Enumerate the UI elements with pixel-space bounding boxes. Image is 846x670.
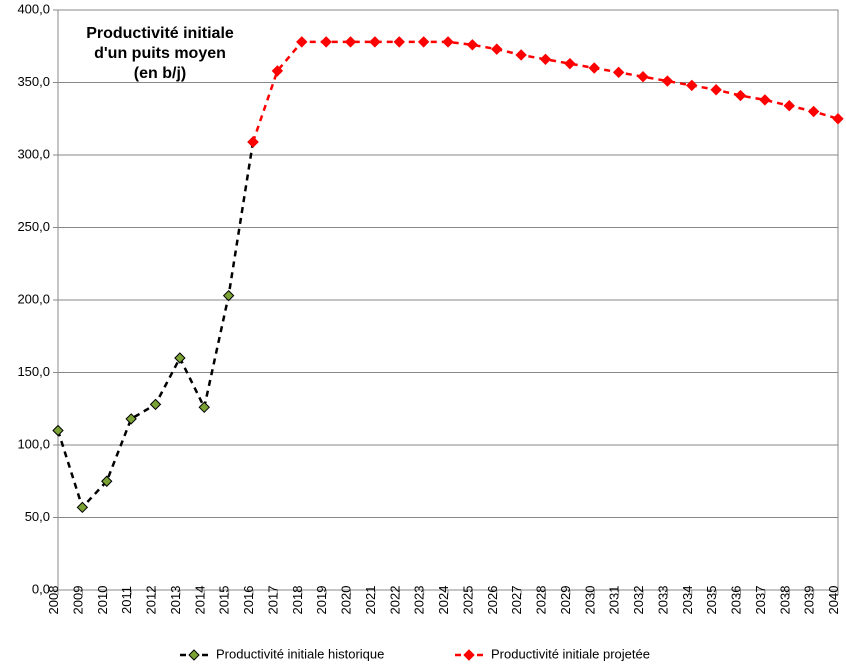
series-marker — [467, 40, 477, 50]
xtick-label: 2023 — [412, 586, 427, 615]
series-marker — [687, 80, 697, 90]
xtick-label: 2025 — [460, 586, 475, 615]
series-marker — [711, 85, 721, 95]
series-marker — [492, 44, 502, 54]
legend-swatch-marker — [464, 650, 474, 660]
xtick-label: 2009 — [70, 586, 85, 615]
xtick-label: 2014 — [192, 586, 207, 615]
productivity-chart: 0,050,0100,0150,0200,0250,0300,0350,0400… — [0, 0, 846, 670]
legend-label: Productivité initiale historique — [216, 646, 384, 661]
xtick-label: 2018 — [290, 586, 305, 615]
chart-title-line: Productivité initiale — [86, 25, 234, 42]
series-marker — [175, 353, 185, 363]
series-marker — [394, 37, 404, 47]
xtick-label: 2012 — [144, 586, 159, 615]
series-marker — [370, 37, 380, 47]
legend-label: Productivité initiale projetée — [491, 646, 650, 661]
series-marker — [589, 63, 599, 73]
xtick-label: 2028 — [534, 586, 549, 615]
xtick-label: 2021 — [363, 586, 378, 615]
series-marker — [53, 426, 63, 436]
series-marker — [516, 50, 526, 60]
xtick-label: 2033 — [655, 586, 670, 615]
chart-container: 0,050,0100,0150,0200,0250,0300,0350,0400… — [0, 0, 846, 670]
xtick-label: 2035 — [704, 586, 719, 615]
series-marker — [809, 107, 819, 117]
xtick-label: 2039 — [802, 586, 817, 615]
xtick-label: 2032 — [631, 586, 646, 615]
series-marker — [346, 37, 356, 47]
xtick-label: 2016 — [241, 586, 256, 615]
series-marker — [77, 502, 87, 512]
series-marker — [224, 291, 234, 301]
xtick-label: 2008 — [46, 586, 61, 615]
ytick-label: 350,0 — [17, 74, 50, 89]
xtick-label: 2031 — [607, 586, 622, 615]
series-marker — [565, 59, 575, 69]
ytick-label: 400,0 — [17, 1, 50, 16]
series-marker — [199, 402, 209, 412]
legend-swatch-marker — [189, 650, 199, 660]
ytick-label: 50,0 — [25, 509, 50, 524]
xtick-label: 2017 — [265, 586, 280, 615]
ytick-label: 150,0 — [17, 364, 50, 379]
chart-title-line: d'un puits moyen — [94, 45, 226, 62]
series-marker — [614, 67, 624, 77]
series-marker — [443, 37, 453, 47]
xtick-label: 2030 — [582, 586, 597, 615]
series-marker — [638, 72, 648, 82]
xtick-label: 2020 — [339, 586, 354, 615]
xtick-label: 2037 — [753, 586, 768, 615]
series-marker — [248, 137, 258, 147]
series-marker — [419, 37, 429, 47]
series-marker — [784, 101, 794, 111]
chart-title-line: (en b/j) — [134, 65, 186, 82]
xtick-label: 2029 — [558, 586, 573, 615]
ytick-label: 300,0 — [17, 146, 50, 161]
series-marker — [736, 91, 746, 101]
series-marker — [833, 114, 843, 124]
xtick-label: 2038 — [777, 586, 792, 615]
series-line — [58, 142, 253, 507]
ytick-label: 200,0 — [17, 291, 50, 306]
xtick-label: 2013 — [168, 586, 183, 615]
xtick-label: 2040 — [826, 586, 841, 615]
xtick-label: 2015 — [217, 586, 232, 615]
series-marker — [297, 37, 307, 47]
series-marker — [321, 37, 331, 47]
series-marker — [760, 95, 770, 105]
series-marker — [151, 399, 161, 409]
xtick-label: 2036 — [729, 586, 744, 615]
xtick-label: 2026 — [485, 586, 500, 615]
xtick-label: 2019 — [314, 586, 329, 615]
xtick-label: 2034 — [680, 586, 695, 615]
series-marker — [662, 76, 672, 86]
xtick-label: 2024 — [436, 586, 451, 615]
xtick-label: 2010 — [95, 586, 110, 615]
series-marker — [541, 54, 551, 64]
xtick-label: 2022 — [387, 586, 402, 615]
xtick-label: 2011 — [119, 586, 134, 614]
ytick-label: 100,0 — [17, 436, 50, 451]
ytick-label: 250,0 — [17, 219, 50, 234]
xtick-label: 2027 — [509, 586, 524, 615]
